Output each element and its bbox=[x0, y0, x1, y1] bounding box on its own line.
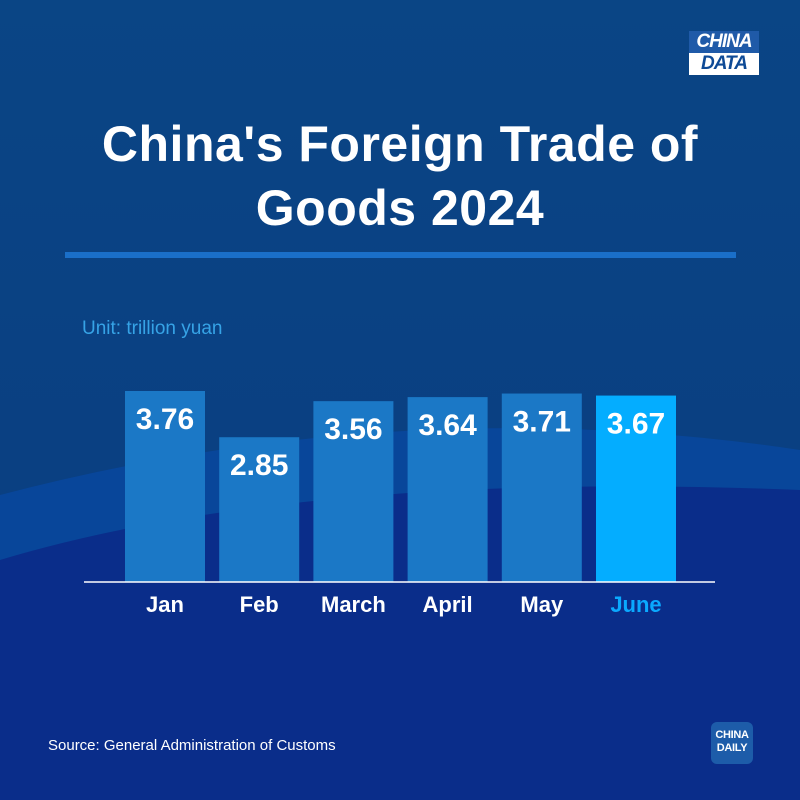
source-note: Source: General Administration of Custom… bbox=[48, 737, 336, 754]
data-label-jan: 3.76 bbox=[136, 403, 194, 436]
unit-label: Unit: trillion yuan bbox=[82, 318, 223, 339]
title-divider bbox=[65, 252, 736, 258]
x-tick-may: May bbox=[520, 592, 564, 617]
bar-may bbox=[501, 393, 582, 582]
data-label-feb: 2.85 bbox=[230, 449, 288, 482]
x-tick-feb: Feb bbox=[240, 592, 279, 617]
logo-line-1: CHINA bbox=[715, 729, 749, 741]
bar-feb bbox=[219, 437, 300, 582]
data-label-april: 3.64 bbox=[418, 409, 477, 442]
x-tick-jan: Jan bbox=[146, 592, 184, 617]
china-daily-logo: CHINA DAILY bbox=[711, 722, 753, 764]
badge-line-2: DATA bbox=[689, 53, 759, 75]
data-label-may: 3.71 bbox=[513, 406, 571, 439]
logo-line-2: DAILY bbox=[716, 742, 748, 754]
bar-april bbox=[407, 397, 488, 582]
badge-line-1: CHINA bbox=[689, 31, 759, 53]
bar-june bbox=[596, 395, 676, 582]
x-tick-june: June bbox=[610, 592, 661, 617]
data-label-june: 3.67 bbox=[607, 408, 665, 441]
china-data-badge: CHINA DATA bbox=[689, 31, 759, 75]
bar-march bbox=[313, 401, 394, 582]
bar-jan bbox=[125, 391, 205, 582]
page-title: China's Foreign Trade of Goods 2024 bbox=[101, 116, 699, 236]
x-tick-april: April bbox=[423, 592, 473, 617]
data-label-march: 3.56 bbox=[324, 413, 382, 446]
x-tick-march: March bbox=[321, 592, 386, 617]
